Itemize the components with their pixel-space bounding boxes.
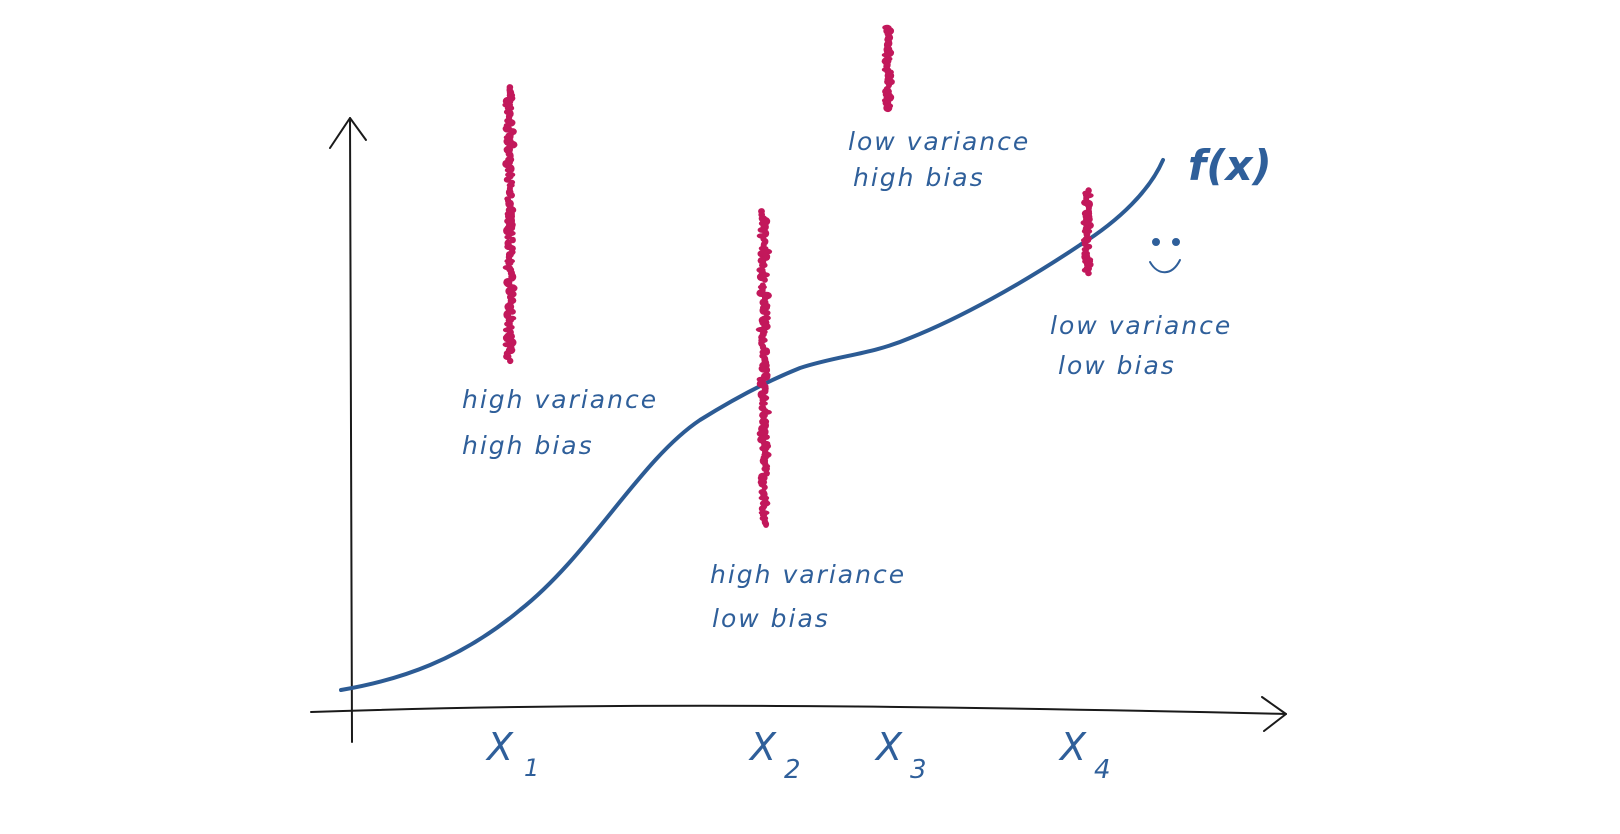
annotation-x1: high variance high bias — [462, 385, 658, 460]
sample-point — [504, 167, 512, 173]
sample-cluster-x1 — [502, 84, 518, 365]
sample-point — [758, 505, 766, 512]
sample-point — [507, 357, 514, 365]
x-tick-x1-label: X — [485, 725, 514, 769]
annotation-x2-line1: high variance — [710, 560, 906, 589]
x-tick-x4: X 4 — [1058, 725, 1111, 785]
annotation-x3: low variance high bias — [848, 127, 1030, 192]
sample-cluster-x2 — [755, 208, 773, 528]
y-axis — [349, 117, 353, 743]
sample-point — [762, 309, 771, 317]
x-tick-x3-sub: 3 — [910, 755, 927, 785]
x-tick-x2-sub: 2 — [784, 755, 801, 785]
sample-point — [761, 465, 770, 473]
x-tick-x4-label: X — [1058, 725, 1087, 769]
sample-point — [758, 401, 768, 406]
sample-point — [756, 430, 766, 437]
sample-clusters — [502, 24, 1094, 528]
x-axis-arrowhead — [1261, 696, 1287, 732]
annotation-x2-line2: low bias — [712, 604, 830, 633]
x-tick-x2-label: X — [748, 725, 777, 769]
sample-point — [505, 260, 514, 266]
annotation-x3-line1: low variance — [848, 127, 1030, 156]
sample-point — [759, 262, 768, 269]
sample-point — [759, 411, 768, 420]
sample-point — [1085, 270, 1092, 277]
x-tick-x4-sub: 4 — [1094, 755, 1111, 785]
x-axis — [310, 704, 1287, 715]
sample-point — [761, 277, 768, 283]
x-tick-x1: X 1 — [485, 725, 539, 782]
sample-point — [762, 520, 770, 528]
annotation-x4-line2: low bias — [1058, 351, 1176, 380]
axes — [310, 117, 1287, 743]
annotation-x4-line1: low variance — [1050, 311, 1232, 340]
sample-cluster-x3 — [881, 24, 895, 113]
annotation-x1-line2: high bias — [462, 431, 594, 460]
x-tick-x1-sub: 1 — [524, 754, 539, 782]
annotation-x1-line1: high variance — [462, 385, 658, 414]
sample-point — [761, 484, 768, 491]
sample-point — [883, 103, 893, 113]
annotation-x3-line2: high bias — [853, 163, 985, 192]
smiley-face-icon — [1149, 238, 1181, 274]
y-axis-arrowhead — [329, 117, 367, 149]
x-tick-x3-label: X — [874, 725, 903, 769]
annotation-x4: low variance low bias — [1050, 311, 1232, 380]
true-function-curve — [339, 158, 1165, 692]
x-tick-x2: X 2 — [748, 725, 801, 785]
x-tick-x3: X 3 — [874, 725, 927, 785]
sample-point — [504, 234, 512, 240]
sample-cluster-x4 — [1080, 187, 1094, 277]
sample-point — [763, 366, 771, 374]
sample-point — [881, 52, 893, 58]
curve-label: f(x) — [1188, 141, 1272, 190]
annotation-x2: high variance low bias — [710, 560, 906, 633]
